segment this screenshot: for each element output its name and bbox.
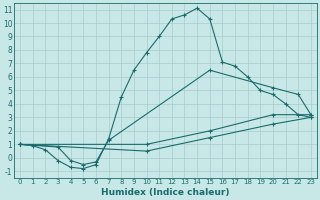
X-axis label: Humidex (Indice chaleur): Humidex (Indice chaleur) bbox=[101, 188, 230, 197]
